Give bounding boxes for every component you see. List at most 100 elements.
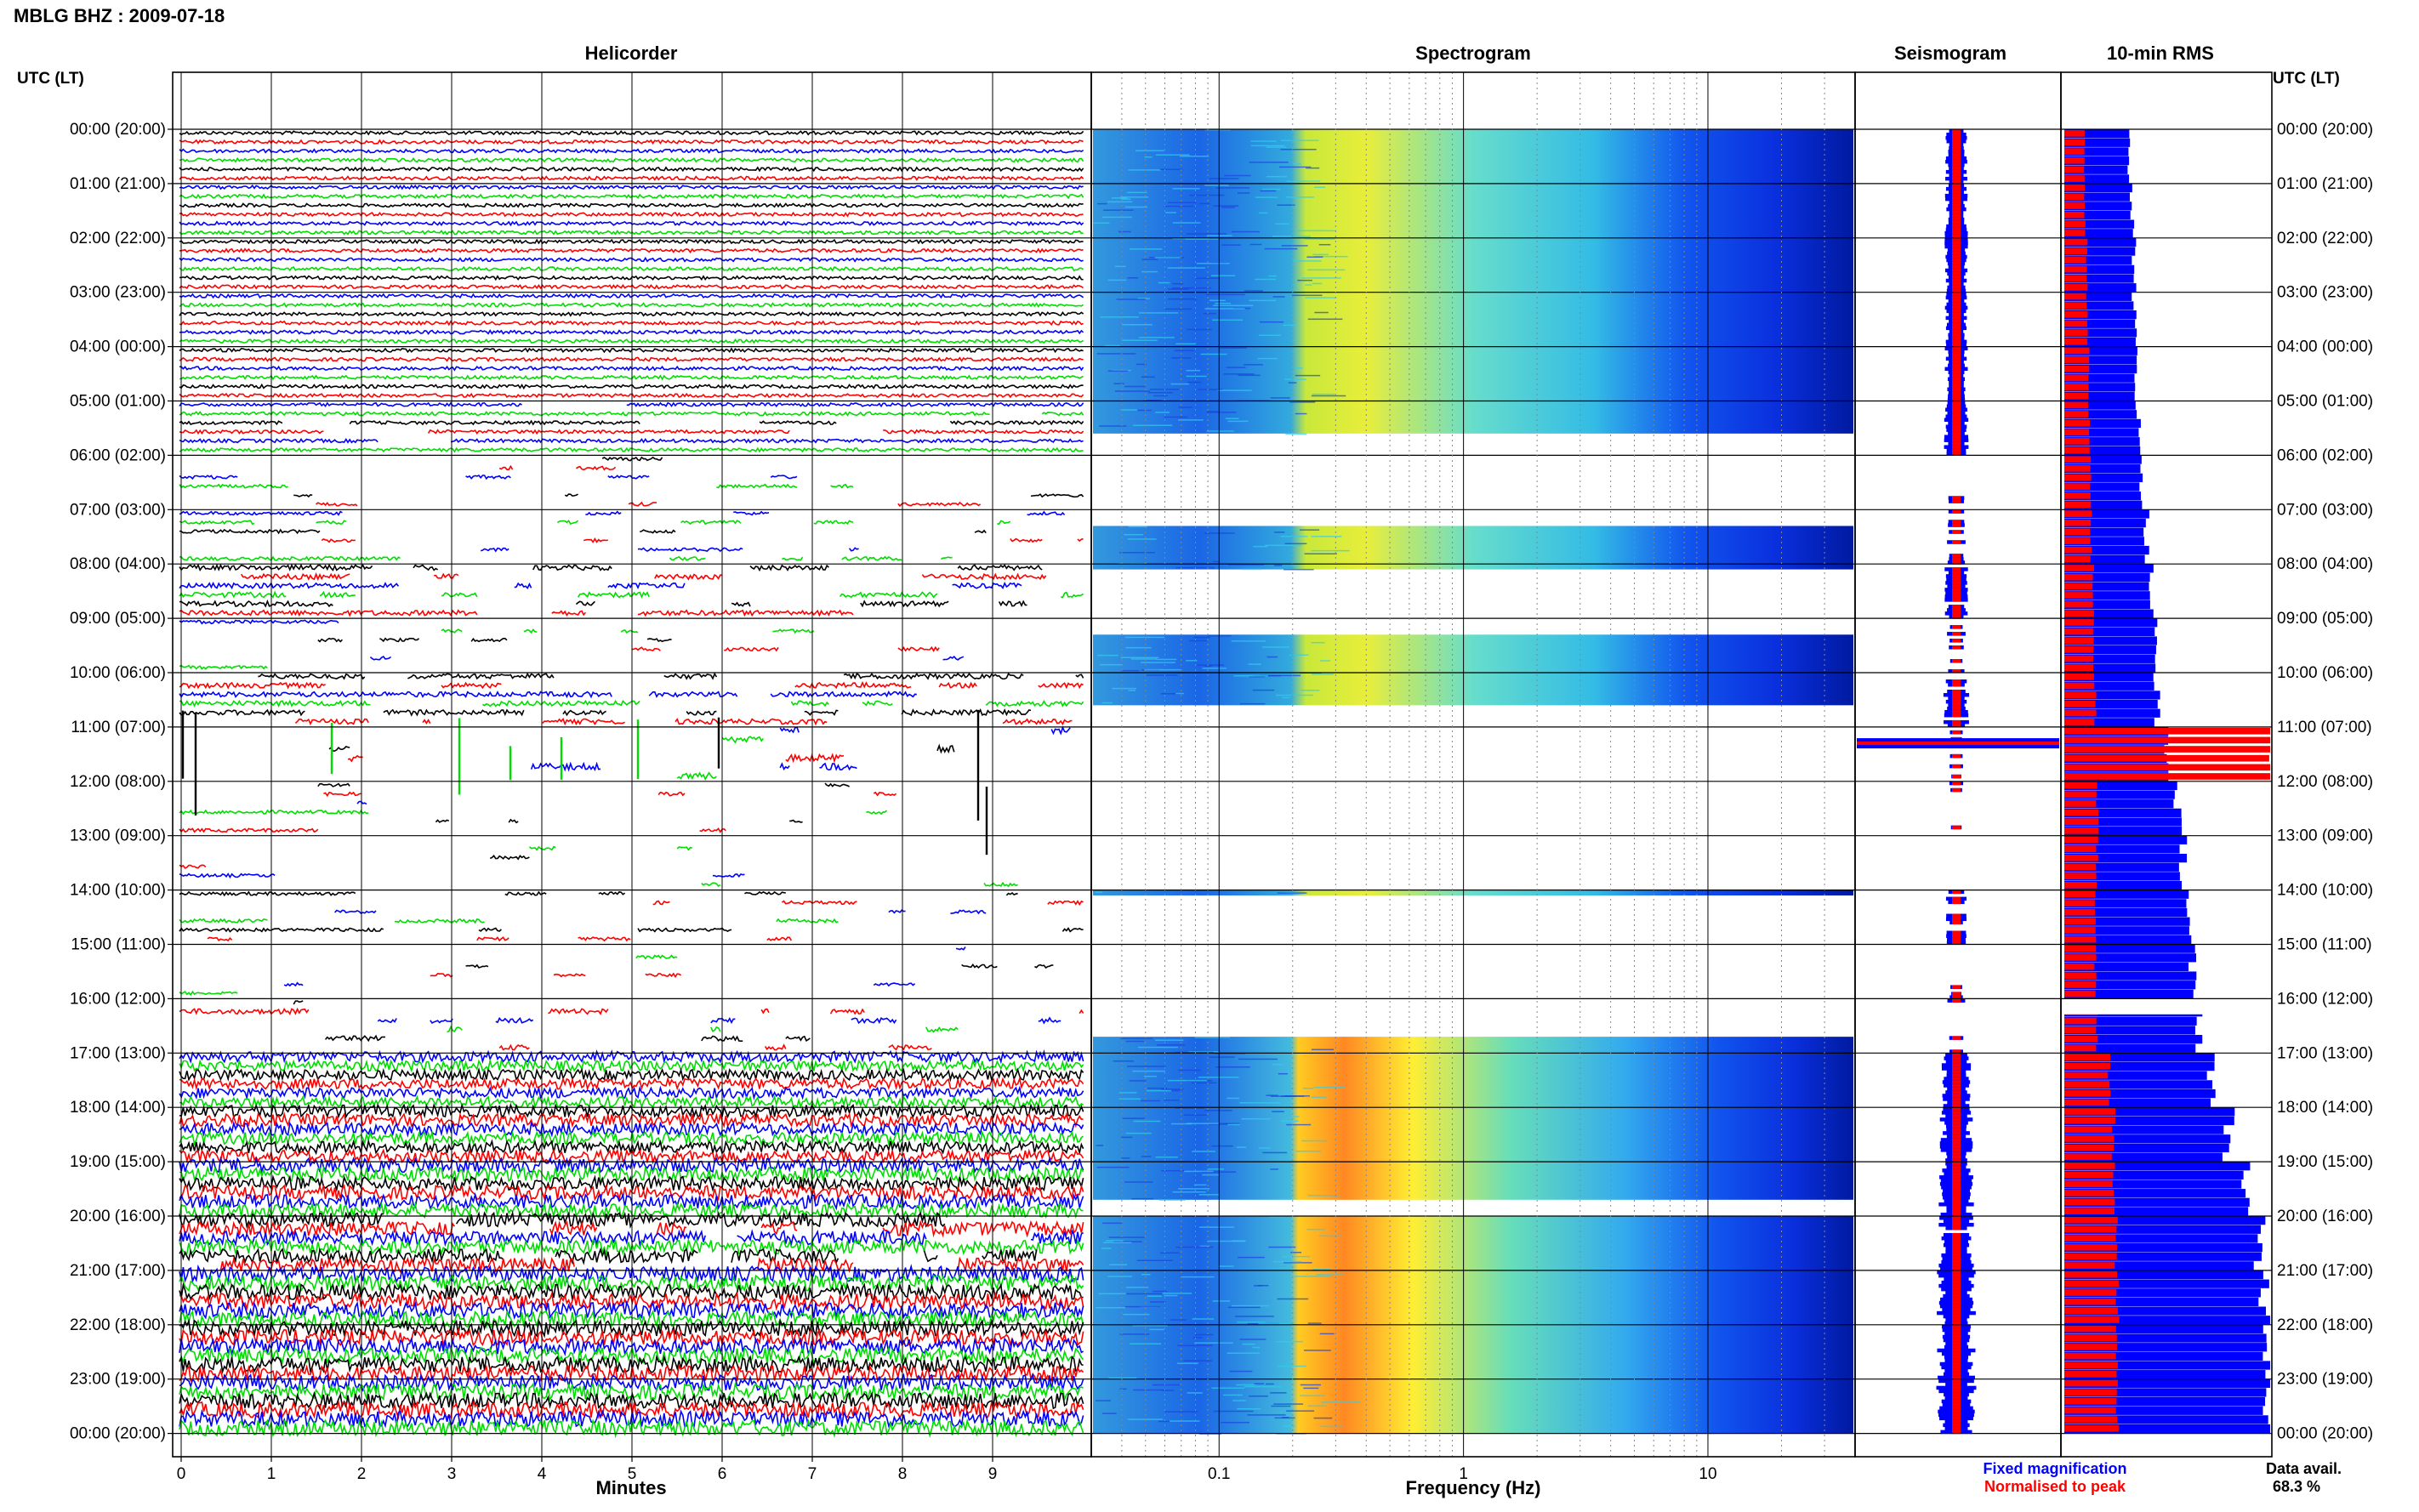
seismogram-normalised [1952, 397, 1961, 401]
spectrogram-texture [1161, 1169, 1186, 1172]
rms-fixed-bar [2064, 337, 2136, 347]
data-avail-value: 68.3 % [2273, 1478, 2320, 1495]
seismogram-normalised [1952, 129, 1961, 134]
helicorder-trace [721, 736, 765, 744]
spectrogram-texture [1141, 270, 1158, 273]
rms-fixed-bar [2064, 401, 2136, 410]
seismogram-normalised [1952, 1270, 1961, 1275]
spectrogram-texture [1211, 275, 1236, 276]
seismogram-normalised [1952, 407, 1961, 412]
seismogram-normalised [1952, 937, 1961, 942]
rms-fixed-bar [2064, 527, 2144, 537]
rms-gap [2064, 1003, 2270, 1015]
spectrogram-texture [1252, 689, 1275, 691]
time-label-left: 07:00 (03:00) [70, 501, 166, 519]
spectrogram-texture [1314, 186, 1326, 188]
rms-fixed-bar [2064, 328, 2137, 338]
seismogram-normalised [1952, 1222, 1961, 1227]
seismogram-normalised [1952, 411, 1961, 415]
rms-normalised-bar [2064, 1180, 2113, 1188]
helicorder-trace [179, 510, 1066, 516]
rms-normalised-bar [2064, 148, 2085, 155]
helicorder-trace [179, 247, 1084, 254]
seismogram-normalised [1952, 1385, 1961, 1390]
spectrogram-texture [1164, 1294, 1178, 1297]
spectrogram-texture [1238, 1256, 1265, 1259]
spectrogram-texture [1141, 1156, 1152, 1157]
rms-normalised-bar [2064, 782, 2097, 789]
spectrogram-texture [1196, 263, 1230, 264]
spectrogram-texture [1153, 1290, 1168, 1293]
seismogram-normalised [1952, 285, 1961, 290]
rms-normalised-bar [2064, 1026, 2097, 1033]
rms-normalised-bar [2064, 628, 2093, 635]
spectrogram-texture [1207, 411, 1219, 412]
spectrogram-texture [1215, 1066, 1250, 1068]
time-label-left: 19:00 (15:00) [70, 1153, 166, 1171]
spectrogram-texture [1232, 1305, 1269, 1307]
seismogram-normalised [1952, 193, 1961, 198]
spectrogram-texture [1225, 418, 1239, 419]
seismogram-normalised [1952, 1185, 1961, 1190]
spectrogram-texture [1172, 1191, 1206, 1193]
seismogram-normalised [1952, 1196, 1961, 1200]
helicorder-trace [328, 743, 955, 754]
spectrogram-texture [1164, 308, 1192, 310]
rms-normalised-bar [2064, 1036, 2098, 1043]
rms-normalised-bar [2064, 935, 2097, 943]
figure-title: MBLG BHZ : 2009-07-18 [14, 5, 225, 26]
helicorder-trace [179, 873, 745, 879]
spectrogram-texture [1189, 194, 1225, 196]
rms-fixed-bar [2064, 355, 2137, 365]
seismogram-normalised [1952, 1249, 1961, 1254]
seismogram-normalised [1952, 1392, 1961, 1397]
rms-fixed-bar [2064, 202, 2132, 211]
rms-fixed-bar [2064, 1252, 2262, 1261]
helicorder-trace [179, 827, 726, 833]
time-label-right: 03:00 (23:00) [2277, 284, 2373, 302]
helicorder-trace [179, 411, 1084, 417]
spectrogram-texture [1300, 1384, 1321, 1386]
rms-normalised-bar [2064, 700, 2096, 708]
spectrogram-texture [1125, 1287, 1149, 1288]
spectrogram-texture [1304, 553, 1337, 554]
rms-fixed-bar [2064, 1080, 2213, 1089]
rms-fixed-bar [2064, 636, 2157, 645]
rms-normalised-bar [2064, 855, 2098, 861]
spectrogram-texture [1227, 420, 1249, 423]
seismogram-normalised [1952, 1389, 1961, 1394]
spectrogram-texture [1295, 1151, 1322, 1152]
seismogram-normalised [1952, 435, 1961, 439]
rms-fixed-bar [2064, 1035, 2203, 1044]
spectrogram-title: Spectrogram [1415, 43, 1531, 64]
spectrogram-band [1093, 890, 1853, 895]
spectrogram-texture [1107, 279, 1127, 281]
seismogram-normalised [1952, 302, 1961, 307]
rms-normalised-bar [2064, 329, 2088, 336]
rms-fixed-bar [2064, 1270, 2263, 1280]
seismogram-normalised [1952, 173, 1961, 178]
time-label-right: 01:00 (21:00) [2277, 175, 2373, 193]
rms-normalised-bar [2064, 682, 2095, 690]
seismogram-normalised [1952, 941, 1961, 945]
rms-normalised-bar [2064, 1344, 2117, 1350]
seismogram-normalised [1952, 234, 1961, 239]
rms-normalised-bar [2064, 963, 2095, 970]
seismogram-normalised [1952, 682, 1961, 687]
spectrogram-texture [1233, 675, 1268, 677]
rms-fixed-bar [2064, 1152, 2223, 1162]
rms-fixed-bar [2064, 492, 2142, 501]
spectrogram-texture [1280, 148, 1317, 151]
spectrogram-texture [1149, 1301, 1167, 1303]
spectrogram-texture [1262, 1151, 1288, 1154]
spectrogram-texture [1186, 660, 1198, 662]
helicorder-trace [179, 555, 953, 562]
spectrogram-texture [1281, 1255, 1310, 1258]
seismogram-normalised [1952, 394, 1961, 399]
seismogram-normalised [1952, 445, 1961, 449]
seismogram-normalised [1952, 360, 1961, 365]
seismogram-normalised [1952, 1073, 1961, 1077]
spectrogram-texture [1112, 687, 1137, 690]
seismogram-normalised [1952, 1158, 1961, 1162]
spectrogram-texture [1127, 1066, 1166, 1067]
